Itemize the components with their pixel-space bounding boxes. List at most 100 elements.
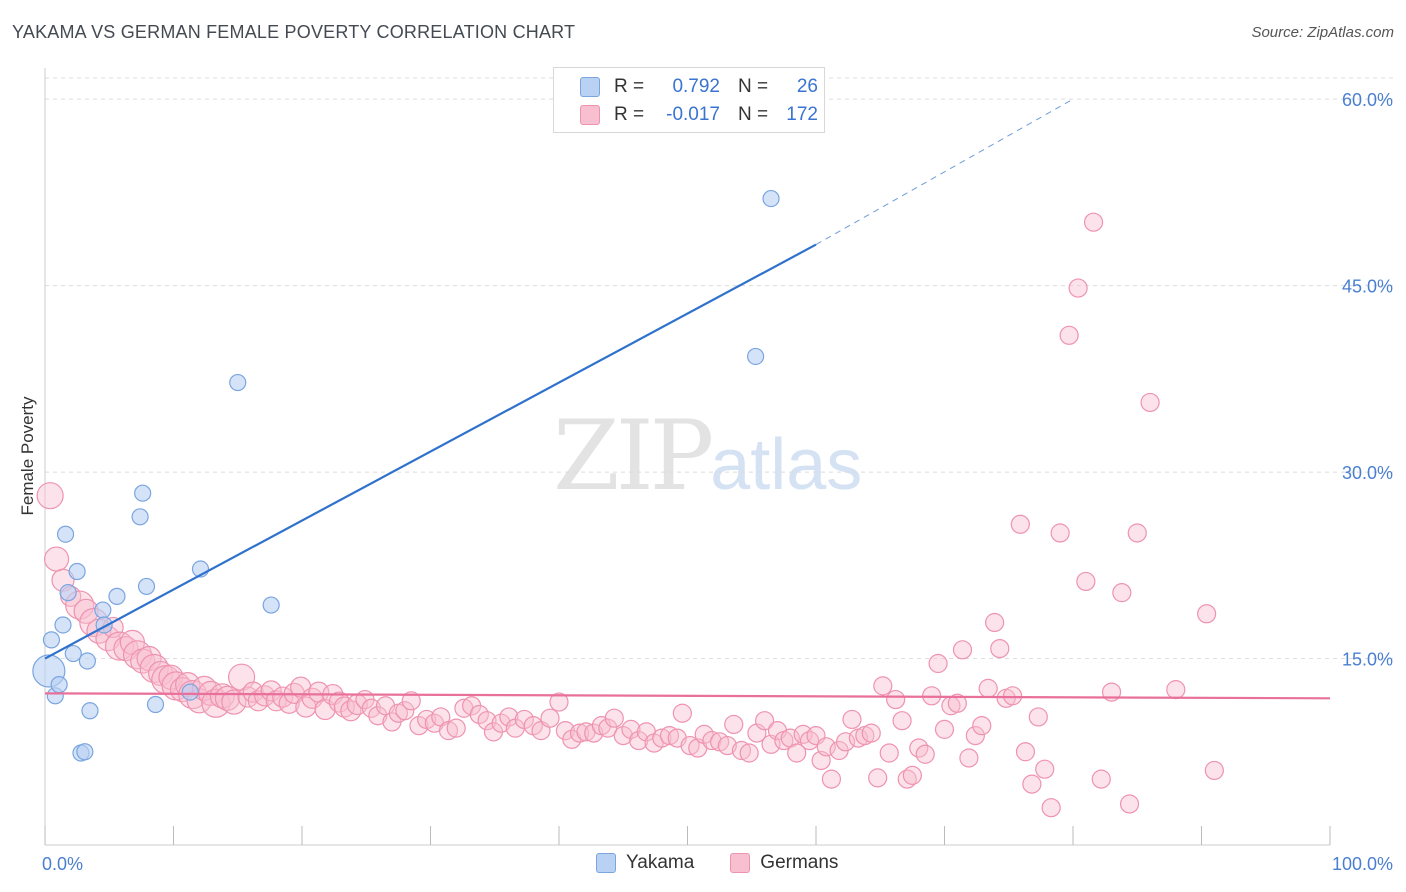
germans-point: [842, 709, 862, 730]
germans-point: [1003, 686, 1023, 706]
y-tick-label: 15.0%: [1342, 650, 1393, 670]
germans-swatch: [580, 105, 600, 125]
germans-point: [43, 546, 70, 572]
germans-point: [717, 735, 737, 756]
legend-label-yakama: Yakama: [626, 852, 695, 873]
germans-point: [260, 680, 282, 702]
germans-point: [915, 744, 935, 764]
yakama-legend-swatch: [596, 853, 616, 873]
germans-point: [621, 719, 641, 739]
germans-point: [821, 769, 842, 789]
series-legend: Yakama Germans: [596, 852, 874, 874]
germans-point: [799, 730, 820, 751]
germans-point: [1010, 514, 1030, 534]
legend-item-yakama[interactable]: Yakama: [596, 852, 694, 874]
germans-point: [934, 719, 955, 739]
y-tick-label: 45.0%: [1342, 277, 1393, 297]
axes: [44, 68, 1331, 846]
germans-point: [214, 685, 241, 711]
legend-r-label: R =: [614, 104, 645, 125]
legend-r-value: -0.017: [666, 104, 720, 125]
legend-row-yakama: R = 0.792 N = 26: [554, 72, 818, 102]
germans-point: [873, 676, 893, 696]
germans-point: [569, 723, 590, 743]
yakama-point: [137, 577, 156, 596]
y-tick-label: 30.0%: [1342, 463, 1393, 483]
germans-point: [1112, 583, 1132, 603]
germans-point: [333, 696, 356, 718]
germans-point: [861, 723, 881, 743]
germans-point: [361, 698, 381, 718]
yakama-point: [50, 676, 68, 694]
germans-point: [604, 708, 624, 728]
germans-point: [978, 678, 998, 698]
germans-point: [1119, 794, 1140, 814]
germans-points: [36, 212, 1224, 818]
watermark: ZIPatlas: [553, 400, 862, 512]
germans-point: [659, 726, 680, 746]
watermark-atlas: atlas: [710, 425, 863, 505]
yakama-point: [76, 743, 94, 761]
germans-point: [1140, 392, 1160, 413]
germans-point: [1076, 571, 1096, 592]
yakama-point: [134, 484, 152, 502]
germans-point: [754, 711, 775, 731]
yakama-point: [78, 652, 97, 670]
watermark-zip: ZIP: [553, 400, 714, 512]
germans-point: [598, 718, 618, 738]
germans-point: [1050, 523, 1070, 543]
germans-point: [952, 640, 973, 660]
germans-point: [702, 730, 722, 751]
germans-point: [540, 708, 560, 728]
yakama-point: [54, 616, 72, 634]
legend-item-germans[interactable]: Germans: [730, 852, 838, 874]
germans-point: [680, 735, 700, 756]
germans-point: [947, 693, 967, 713]
germans-point: [491, 713, 511, 733]
yakama-point: [146, 695, 165, 714]
grid-lines: [45, 77, 1395, 660]
germans-point: [731, 740, 752, 761]
germans-point: [1197, 604, 1217, 624]
germans-point: [549, 692, 569, 712]
germans-point: [221, 689, 247, 715]
germans-point: [972, 716, 992, 736]
germans-point: [835, 732, 856, 752]
germans-point: [1091, 769, 1111, 789]
legend-r-label: R =: [614, 76, 645, 97]
y-tick-label: 60.0%: [1342, 90, 1393, 110]
germans-point: [499, 707, 519, 727]
germans-point: [990, 638, 1010, 659]
legend-n-label: N =: [738, 104, 769, 125]
germans-point: [395, 701, 415, 721]
germans-point: [368, 706, 388, 726]
germans-point: [1166, 680, 1186, 700]
germans-point: [1068, 278, 1088, 298]
germans-point: [928, 653, 948, 674]
germans-point: [36, 482, 64, 510]
germans-point: [438, 721, 459, 741]
germans-point: [148, 660, 174, 687]
yakama-trend-line: [44, 243, 817, 660]
yakama-point: [131, 508, 149, 526]
germans-point: [652, 728, 672, 748]
germans-point: [672, 703, 692, 723]
germans-point: [290, 676, 312, 698]
germans-point: [409, 716, 429, 736]
yakama-swatch: [580, 77, 600, 97]
germans-point: [897, 769, 917, 789]
germans-point: [1015, 742, 1036, 762]
germans-point: [868, 768, 888, 788]
germans-point: [340, 700, 362, 722]
germans-point: [1041, 798, 1061, 818]
germans-point: [446, 718, 466, 738]
yakama-point: [747, 347, 765, 366]
germans-point: [272, 686, 294, 708]
germans-point: [886, 689, 906, 710]
legend-label-germans: Germans: [760, 852, 839, 873]
yakama-point: [108, 587, 126, 605]
yakama-point: [56, 525, 75, 543]
germans-point: [584, 723, 604, 743]
germans-point: [694, 724, 714, 744]
